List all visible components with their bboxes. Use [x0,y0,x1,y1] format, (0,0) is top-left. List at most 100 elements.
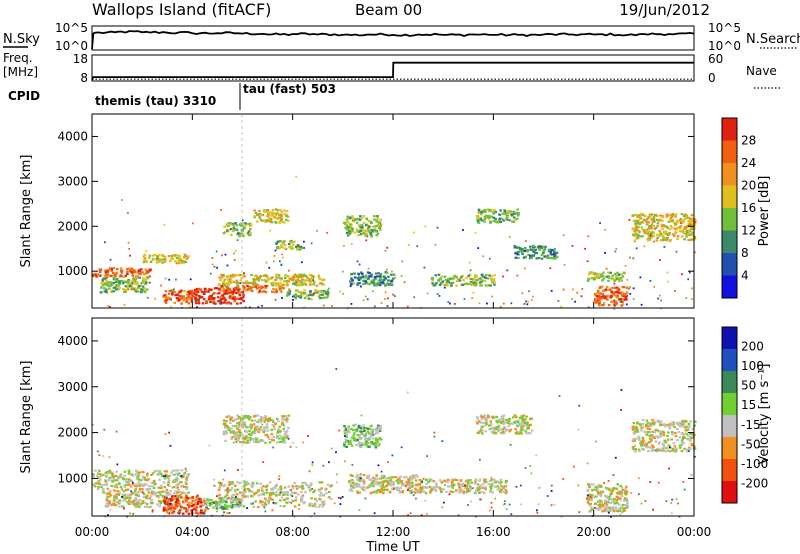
velocity-cell [446,481,449,484]
velocity-cell [222,496,225,499]
velocity-cell [134,493,138,497]
power-cell [516,253,519,256]
velocity-cell [676,439,679,442]
velocity-cell [461,483,465,487]
power-cell [177,258,180,261]
power-cell [110,268,114,271]
velocity-cell [645,442,648,445]
velocity-cell [353,439,357,442]
power-cell [364,281,368,284]
velocity-cell [169,509,173,512]
velocity-cell [143,478,147,481]
velocity-cell [272,487,275,490]
velocity-cell [133,490,137,493]
velocity-cell [618,492,622,496]
velocity-cell [130,491,133,494]
power-cell [684,227,688,230]
velocity-cell [526,421,529,424]
velocity-cell [228,481,231,484]
velocity-cell [355,475,358,478]
velocity-cell [470,500,472,503]
velocity-cell [410,491,413,494]
power-cell [264,291,268,294]
velocity-cell [621,504,625,507]
power-cell [655,214,659,217]
power-cell [476,219,480,222]
velocity-cell [283,430,285,433]
power-cell [112,290,116,293]
power-cell [280,244,283,247]
velocity-cell [247,415,250,418]
velocity-cell [199,511,203,515]
power-cell [471,297,474,299]
velocity-cell [237,430,240,434]
power-cell [373,215,376,218]
velocity-cell [350,427,353,430]
velocity-cell [681,437,685,440]
velocity-cell [372,476,375,479]
velocity-cell [610,507,614,510]
velocity-cell [502,485,505,488]
velocity-cell [297,503,301,506]
power-colorbar-swatch [722,163,737,186]
power-cell [645,228,649,231]
power-cell [671,214,675,217]
velocity-cell [394,487,397,490]
velocity-cell [265,423,269,426]
velocity-cell [243,424,247,427]
power-cell [649,232,652,236]
power-cell [621,299,624,302]
power-cell [632,219,636,222]
velocity-cell [125,483,128,486]
velocity-cell [177,469,180,472]
power-cell [607,275,611,278]
velocity-cell [376,438,380,441]
power-cell [221,294,224,297]
velocity-cell [483,414,487,417]
velocity-cell [662,431,666,434]
velocity-cell [667,444,671,447]
velocity-cell [650,436,654,439]
power-cell [194,300,197,303]
velocity-cell [307,486,311,489]
velocity-cell [257,431,261,434]
power-cell [486,277,490,280]
velocity-cell [236,422,239,425]
velocity-cell [621,488,625,491]
velocity-cell [244,435,248,438]
power-cell [477,221,480,224]
power-cell [252,284,256,287]
power-cell [323,290,327,293]
power-cell [145,288,149,291]
power-cell [650,218,654,221]
power-cell [112,266,116,269]
velocity-cell [665,500,668,503]
velocity-cell [515,485,518,488]
velocity-cell [150,473,153,476]
power-cell [97,274,100,277]
velocity-cell [694,420,697,423]
velocity-cell [132,513,135,515]
power-cell [684,213,687,216]
velocity-cell [176,499,179,502]
velocity-cell [358,437,361,440]
power-cell [298,291,301,294]
velocity-cell [226,491,230,494]
power-cell [280,264,283,266]
velocity-cell [358,491,361,494]
velocity-cell [525,432,528,435]
velocity-cell [336,481,338,484]
power-cell [270,276,274,279]
velocity-cell [685,450,689,453]
velocity-cell [672,449,676,452]
power-cell [617,291,621,294]
power-cell [322,283,325,286]
velocity-cell [644,500,647,502]
power-cell [222,232,226,235]
velocity-cell [170,498,173,501]
power-cell [148,268,152,271]
velocity-cell [190,509,193,512]
velocity-cell [249,438,252,441]
power-cell [299,276,303,279]
power-cell [310,298,313,301]
